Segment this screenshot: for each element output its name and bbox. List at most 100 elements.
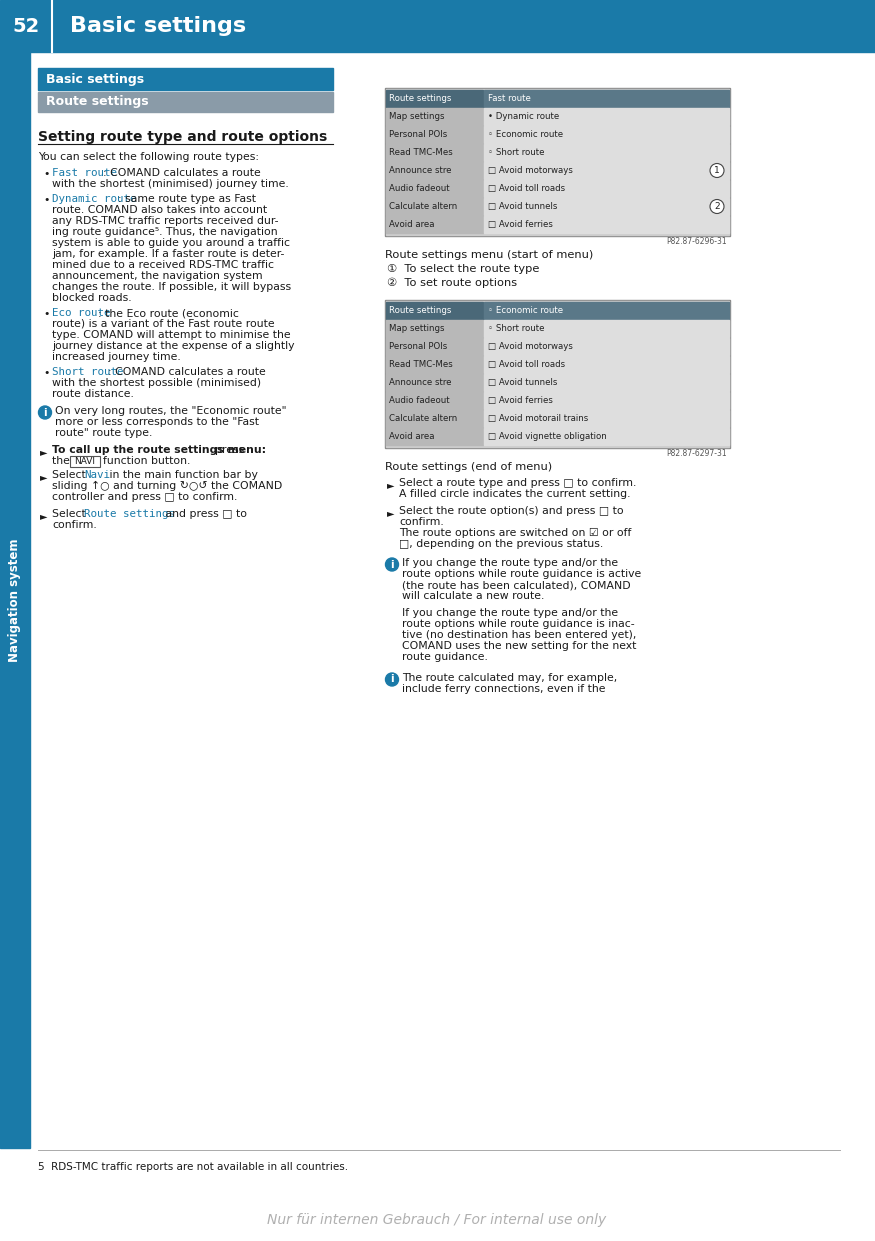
Text: Route settings: Route settings <box>389 307 452 315</box>
Text: On very long routes, the "Economic route": On very long routes, the "Economic route… <box>55 406 286 416</box>
Text: Eco route: Eco route <box>52 308 110 318</box>
Text: Calculate altern: Calculate altern <box>389 202 458 211</box>
Bar <box>385 300 730 448</box>
Text: Map settings: Map settings <box>389 324 444 333</box>
Text: •: • <box>43 309 49 319</box>
Text: The route options are switched on ☑ or off: The route options are switched on ☑ or o… <box>399 527 632 539</box>
Text: •: • <box>43 169 49 179</box>
Bar <box>484 199 729 215</box>
Text: ►: ► <box>387 508 395 517</box>
Text: confirm.: confirm. <box>399 517 444 527</box>
Text: ►: ► <box>387 480 395 490</box>
Circle shape <box>38 406 52 419</box>
Text: route. COMAND also takes into account: route. COMAND also takes into account <box>52 205 267 215</box>
Bar <box>484 144 729 161</box>
Circle shape <box>710 200 724 213</box>
Text: Announce stre: Announce stre <box>389 166 452 175</box>
Text: route options while route guidance is inac-: route options while route guidance is in… <box>402 619 634 629</box>
Bar <box>386 144 483 161</box>
Text: ②  To set route options: ② To set route options <box>387 278 517 288</box>
Text: ◦ Short route: ◦ Short route <box>488 324 544 333</box>
Text: ◦ Economic route: ◦ Economic route <box>488 130 564 139</box>
Bar <box>484 180 729 197</box>
Text: with the shortest (minimised) journey time.: with the shortest (minimised) journey ti… <box>52 179 289 189</box>
Bar <box>386 410 483 427</box>
Text: You can select the following route types:: You can select the following route types… <box>38 151 259 163</box>
Text: Select a route type and press □ to confirm.: Select a route type and press □ to confi… <box>399 478 636 488</box>
Text: COMAND uses the new setting for the next: COMAND uses the new setting for the next <box>402 642 636 652</box>
Text: will calculate a new route.: will calculate a new route. <box>402 591 544 601</box>
Bar <box>484 108 729 125</box>
Text: : COMAND calculates a route: : COMAND calculates a route <box>103 168 261 177</box>
Text: Navi: Navi <box>84 470 110 480</box>
Text: A filled circle indicates the current setting.: A filled circle indicates the current se… <box>399 489 631 499</box>
Bar <box>484 302 729 319</box>
Text: Route settings (end of menu): Route settings (end of menu) <box>385 462 552 472</box>
Text: □ Avoid ferries: □ Avoid ferries <box>488 396 553 405</box>
Bar <box>386 338 483 355</box>
Bar <box>386 127 483 143</box>
Text: i: i <box>390 675 394 685</box>
Bar <box>386 216 483 233</box>
Text: route) is a variant of the Fast route route: route) is a variant of the Fast route ro… <box>52 319 275 329</box>
Text: Select the route option(s) and press □ to: Select the route option(s) and press □ t… <box>399 506 624 516</box>
Text: journey distance at the expense of a slightly: journey distance at the expense of a sli… <box>52 341 295 351</box>
Text: route distance.: route distance. <box>52 388 134 400</box>
Text: in the main function bar by: in the main function bar by <box>106 470 258 480</box>
Text: 1: 1 <box>714 166 720 175</box>
Bar <box>484 392 729 410</box>
Text: P82.87-6297-31: P82.87-6297-31 <box>667 449 727 458</box>
Bar <box>484 127 729 143</box>
Bar <box>484 163 729 179</box>
Text: Route settings: Route settings <box>389 94 452 103</box>
Text: □ Avoid tunnels: □ Avoid tunnels <box>488 202 557 211</box>
Text: route" route type.: route" route type. <box>55 428 152 438</box>
Text: controller and press □ to confirm.: controller and press □ to confirm. <box>52 491 237 503</box>
Text: Read TMC-Mes: Read TMC-Mes <box>389 148 452 158</box>
Text: 2: 2 <box>714 202 720 211</box>
Text: ①  To select the route type: ① To select the route type <box>387 264 539 274</box>
Text: Navigation system: Navigation system <box>9 539 22 661</box>
Bar <box>484 91 729 107</box>
Bar <box>484 216 729 233</box>
Text: □ Avoid toll roads: □ Avoid toll roads <box>488 184 565 194</box>
Text: Basic settings: Basic settings <box>70 16 246 36</box>
Bar <box>38 92 333 112</box>
Text: type. COMAND will attempt to minimise the: type. COMAND will attempt to minimise th… <box>52 330 290 340</box>
Bar <box>484 374 729 391</box>
Text: ing route guidance⁵. Thus, the navigation: ing route guidance⁵. Thus, the navigatio… <box>52 227 277 237</box>
Text: •: • <box>43 369 49 379</box>
Text: □ Avoid motorways: □ Avoid motorways <box>488 343 573 351</box>
Bar <box>386 302 483 319</box>
Text: i: i <box>43 407 47 417</box>
Text: □ Avoid ferries: □ Avoid ferries <box>488 220 553 230</box>
Text: ►: ► <box>40 447 47 457</box>
Text: □ Avoid motorways: □ Avoid motorways <box>488 166 573 175</box>
Text: changes the route. If possible, it will bypass: changes the route. If possible, it will … <box>52 282 291 292</box>
Text: Audio fadeout: Audio fadeout <box>389 396 450 405</box>
Text: If you change the route type and/or the: If you change the route type and/or the <box>402 608 618 618</box>
Text: jam, for example. If a faster route is deter-: jam, for example. If a faster route is d… <box>52 249 284 259</box>
Text: route guidance.: route guidance. <box>402 652 488 661</box>
Bar <box>0 52 30 1148</box>
Text: Personal POIs: Personal POIs <box>389 130 447 139</box>
Text: route options while route guidance is active: route options while route guidance is ac… <box>402 570 641 580</box>
Bar <box>386 356 483 374</box>
Bar <box>386 108 483 125</box>
Circle shape <box>386 673 398 686</box>
Text: Avoid area: Avoid area <box>389 220 435 230</box>
Text: Audio fadeout: Audio fadeout <box>389 184 450 194</box>
Text: Route settings: Route settings <box>46 96 149 108</box>
Text: blocked roads.: blocked roads. <box>52 293 131 303</box>
Text: tive (no destination has been entered yet),: tive (no destination has been entered ye… <box>402 630 636 640</box>
Circle shape <box>710 164 724 177</box>
Text: ►: ► <box>40 511 47 521</box>
Text: sliding ↑○ and turning ↻○↺ the COMAND: sliding ↑○ and turning ↻○↺ the COMAND <box>52 482 283 491</box>
Text: (the route has been calculated), COMAND: (the route has been calculated), COMAND <box>402 580 631 589</box>
Text: □ Avoid motorail trains: □ Avoid motorail trains <box>488 414 588 423</box>
Text: Select: Select <box>52 509 89 519</box>
Text: Personal POIs: Personal POIs <box>389 343 447 351</box>
Bar <box>386 428 483 446</box>
Text: function button.: function button. <box>103 455 191 467</box>
Text: press: press <box>214 446 244 455</box>
